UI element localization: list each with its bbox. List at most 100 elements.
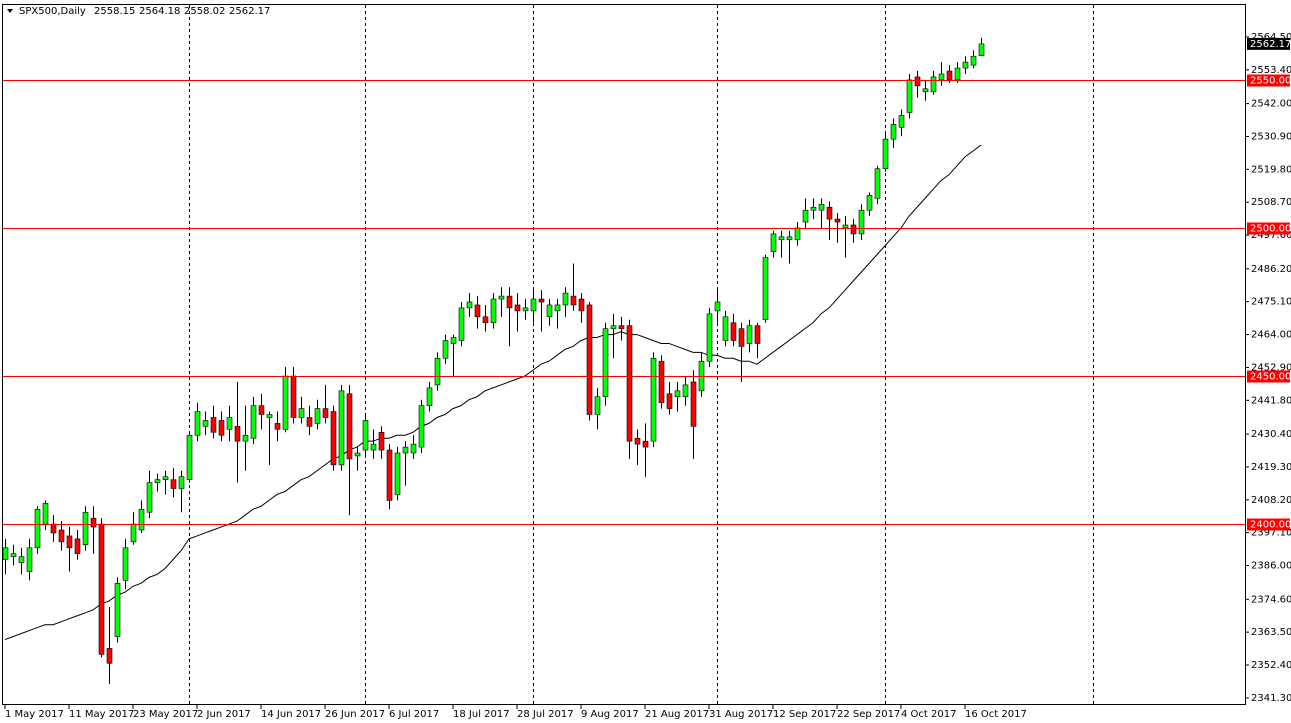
x-tick-label: 2 Jun 2017 <box>197 709 251 720</box>
candle-body <box>914 76 921 87</box>
candle-body <box>298 408 305 418</box>
candle-body <box>618 325 625 329</box>
candle-body <box>770 233 777 252</box>
candle-body <box>202 420 209 427</box>
candle-body <box>34 508 41 549</box>
candle-body <box>506 295 513 309</box>
candle-body <box>186 434 193 480</box>
candle-body <box>58 529 65 543</box>
candle-body <box>722 316 729 341</box>
candle-body <box>962 61 969 69</box>
y-tick-label: 2475.10 <box>1251 297 1291 308</box>
candle-body <box>746 325 753 344</box>
candle-body <box>114 582 121 637</box>
candle-body <box>834 218 841 223</box>
candle-body <box>546 304 553 318</box>
candle-body <box>330 411 337 466</box>
header-low: 2558.02 <box>184 6 225 17</box>
x-tick-label: 9 Aug 2017 <box>581 709 639 720</box>
candle-body <box>458 307 465 341</box>
candle-body <box>82 511 89 546</box>
x-tick-label: 18 Jul 2017 <box>453 709 510 720</box>
candle-body <box>682 384 689 398</box>
candle-body <box>66 535 73 549</box>
candle-body <box>946 70 953 81</box>
level-label: 2400.00 <box>1250 520 1291 531</box>
candle-body <box>402 446 409 454</box>
candle-body <box>826 206 833 220</box>
candle-body <box>314 408 321 424</box>
header-close: 2562.17 <box>229 6 270 17</box>
candle-body <box>954 67 961 81</box>
candle-body <box>218 420 225 436</box>
candle-body <box>442 340 449 359</box>
x-tick-label: 31 Aug 2017 <box>709 709 773 720</box>
y-tick-label: 2542.00 <box>1251 99 1291 110</box>
y-tick-label: 2553.40 <box>1251 65 1291 76</box>
candle-body <box>570 295 577 306</box>
candle-body <box>730 322 737 341</box>
x-tick-label: 16 Oct 2017 <box>965 709 1027 720</box>
x-tick-label: 4 Oct 2017 <box>901 709 956 720</box>
candle-body <box>602 328 609 398</box>
x-tick-label: 23 May 2017 <box>133 709 198 720</box>
x-tick-label: 28 Jul 2017 <box>517 709 574 720</box>
candle-body <box>474 304 481 318</box>
candle-body <box>74 538 81 554</box>
candle-body <box>842 224 849 229</box>
y-tick-label: 2397.10 <box>1251 528 1291 539</box>
candle-body <box>642 440 649 448</box>
y-tick-label: 2352.40 <box>1251 660 1291 671</box>
candle-body <box>322 408 329 418</box>
candle-body <box>706 313 713 362</box>
period-separators <box>189 5 1094 704</box>
level-label: 2500.00 <box>1250 224 1291 235</box>
candle-body <box>578 298 585 312</box>
candle-body <box>482 316 489 324</box>
candle-body <box>754 325 761 344</box>
moving-average <box>4 144 982 641</box>
candle-body <box>626 325 633 442</box>
candle-body <box>514 304 521 312</box>
candle-body <box>490 298 497 324</box>
candle-body <box>786 236 793 241</box>
candle-body <box>394 452 401 495</box>
candle-body <box>386 449 393 501</box>
price-tag <box>1247 37 1290 50</box>
candle-body <box>674 390 681 398</box>
candle-body <box>610 325 617 329</box>
x-tick-label: 26 Jun 2017 <box>325 709 385 720</box>
candle-body <box>522 307 529 312</box>
candle-body <box>802 209 809 223</box>
candle-body <box>2 547 9 560</box>
level-tag <box>1247 370 1290 383</box>
candle-body <box>26 547 33 572</box>
candle-body <box>970 55 977 66</box>
y-tick-label: 2419.30 <box>1251 462 1291 473</box>
chart-title: SPX500,Daily <box>19 6 86 17</box>
header-open: 2558.15 <box>94 6 135 17</box>
candle-body <box>210 417 217 433</box>
candle-body <box>466 301 473 309</box>
candle-body <box>778 236 785 241</box>
y-tick-label: 2430.40 <box>1251 429 1291 440</box>
candle-body <box>714 301 721 312</box>
plot-frame <box>2 4 1246 705</box>
y-tick-label: 2564.50 <box>1251 32 1291 43</box>
menu-arrow <box>7 9 13 13</box>
candle-body <box>90 517 97 528</box>
candle-body <box>162 476 169 480</box>
level-tag <box>1247 518 1290 531</box>
candle-body <box>690 381 697 427</box>
candle-body <box>922 88 929 93</box>
candle-body <box>858 209 865 235</box>
level-tag <box>1247 222 1290 235</box>
candle-body <box>170 479 177 489</box>
candle-body <box>234 426 241 442</box>
candle-body <box>18 556 25 563</box>
candle-body <box>98 523 105 655</box>
candle-body <box>658 360 665 403</box>
y-tick-label: 2519.80 <box>1251 164 1291 175</box>
y-tick-label: 2386.00 <box>1251 561 1291 572</box>
